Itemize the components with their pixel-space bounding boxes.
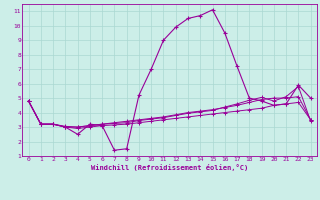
X-axis label: Windchill (Refroidissement éolien,°C): Windchill (Refroidissement éolien,°C) — [91, 164, 248, 171]
